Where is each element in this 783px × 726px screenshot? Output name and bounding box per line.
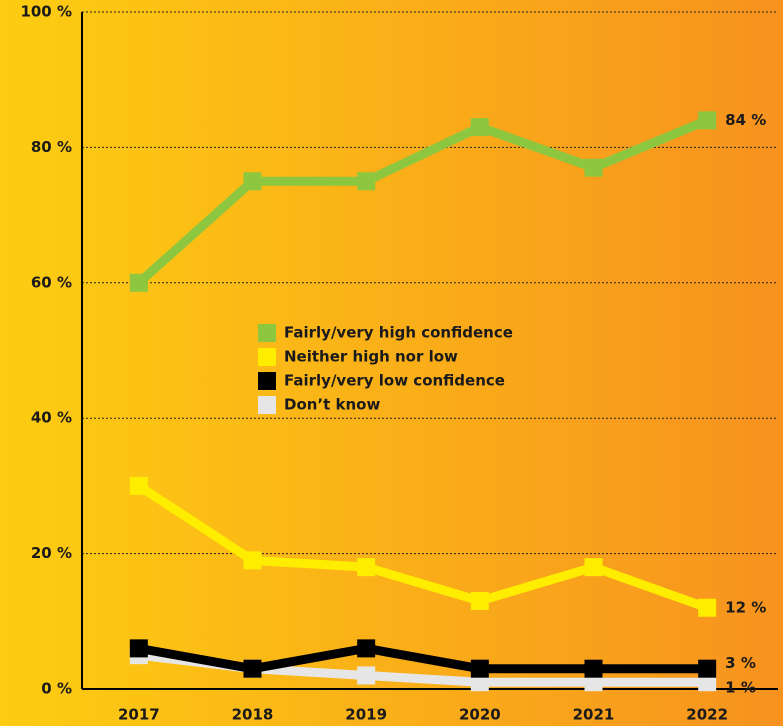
- point-marker: [243, 659, 262, 678]
- series-line: [136, 482, 709, 612]
- value-label: 1 %: [725, 679, 756, 697]
- legend-label: Fairly/very low confidence: [284, 372, 505, 390]
- legend-swatch: [258, 348, 276, 366]
- legend-label: Fairly/very high confidence: [284, 324, 513, 342]
- point-marker: [470, 659, 489, 678]
- point-marker: [357, 558, 376, 577]
- point-marker: [357, 172, 376, 191]
- series-line: [135, 116, 709, 287]
- x-tick-label: 2019: [345, 706, 387, 724]
- point-marker: [698, 659, 717, 678]
- x-tick-label: 2018: [232, 706, 274, 724]
- y-tick-label: 80 %: [31, 138, 72, 156]
- legend-label: Don’t know: [284, 396, 380, 414]
- x-tick-label: 2022: [686, 706, 728, 724]
- point-marker: [470, 118, 489, 137]
- point-marker: [470, 673, 489, 692]
- y-tick-label: 0 %: [41, 680, 72, 698]
- value-label: 12 %: [725, 598, 766, 616]
- legend-swatch: [258, 396, 276, 414]
- y-tick-label: 100 %: [20, 3, 72, 21]
- point-marker: [698, 598, 717, 617]
- point-marker: [129, 273, 148, 292]
- point-marker: [357, 666, 376, 685]
- legend-swatch: [258, 372, 276, 390]
- y-tick-label: 20 %: [31, 544, 72, 562]
- point-marker: [243, 551, 262, 570]
- point-marker: [584, 673, 603, 692]
- point-marker: [584, 659, 603, 678]
- series-line: [138, 643, 708, 674]
- point-marker: [129, 639, 148, 658]
- legend-label: Neither high nor low: [284, 348, 458, 366]
- point-marker: [698, 111, 717, 130]
- value-label: 3 %: [725, 654, 756, 672]
- y-tick-label: 60 %: [31, 273, 72, 291]
- point-marker: [698, 673, 717, 692]
- y-tick-label: 40 %: [31, 409, 72, 427]
- point-marker: [357, 639, 376, 658]
- point-marker: [584, 158, 603, 177]
- x-tick-label: 2021: [573, 706, 615, 724]
- point-marker: [243, 172, 262, 191]
- point-marker: [584, 558, 603, 577]
- value-label: 84 %: [725, 111, 766, 129]
- point-marker: [129, 476, 148, 495]
- x-tick-label: 2017: [118, 706, 160, 724]
- x-tick-label: 2020: [459, 706, 501, 724]
- legend-swatch: [258, 324, 276, 342]
- point-marker: [470, 591, 489, 610]
